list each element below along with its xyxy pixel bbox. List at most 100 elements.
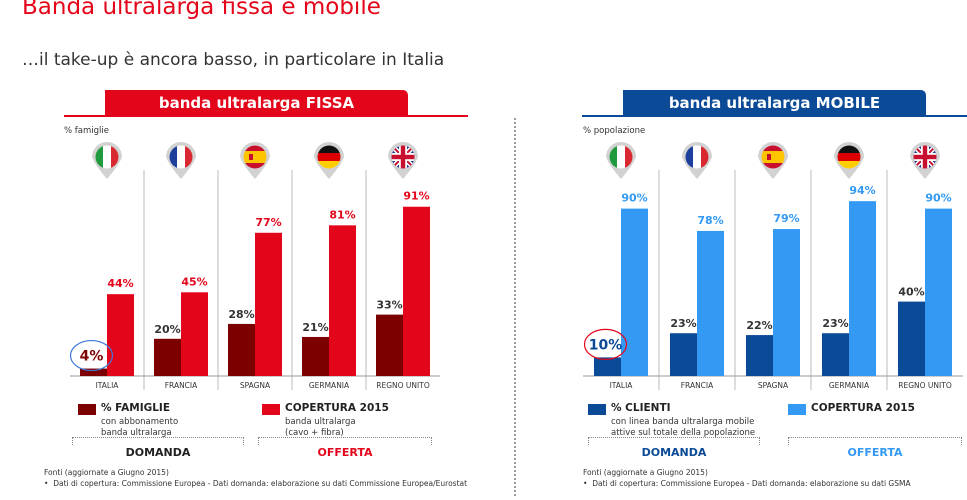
bar-fixed-supply-germania bbox=[329, 225, 356, 376]
flag-france-icon bbox=[682, 141, 712, 179]
data-label-fixed-demand-spagna: 28% bbox=[228, 308, 254, 321]
x-tick-label-mobile-italia: ITALIA bbox=[610, 381, 634, 390]
bar-fixed-demand-francia bbox=[154, 338, 181, 376]
bar-fixed-demand-spagna bbox=[228, 323, 255, 376]
data-label-fixed-demand-francia: 20% bbox=[154, 323, 180, 336]
data-label-fixed-demand-regno-unito: 33% bbox=[376, 299, 402, 312]
x-tick-label-mobile-francia: FRANCIA bbox=[681, 381, 714, 390]
legend-sub-clienti-2: attive sul totale della popolazione bbox=[611, 428, 756, 438]
bar-fixed-demand-regno-unito bbox=[376, 314, 403, 376]
legend-swatch-copertura-fixed bbox=[262, 404, 280, 415]
bar-fixed-supply-francia bbox=[181, 292, 208, 376]
legend-title-clienti: % CLIENTI bbox=[611, 402, 671, 414]
bar-mobile-demand-italia bbox=[594, 357, 621, 376]
x-tick-label-mobile-regno-unito: REGNO UNITO bbox=[898, 381, 952, 390]
legend-title-famiglie: % FAMIGLIE bbox=[101, 402, 171, 414]
source-title-fixed: Fonti (aggiornate a Giugno 2015) bbox=[44, 468, 169, 477]
data-label-mobile-demand-italia: 10% bbox=[589, 337, 623, 353]
bar-mobile-supply-regno-unito bbox=[925, 208, 952, 376]
bar-mobile-demand-francia bbox=[670, 333, 697, 376]
panel-header-underline-fixed bbox=[64, 115, 468, 117]
group-label-offerta-mobile: OFFERTA bbox=[847, 446, 903, 459]
data-label-fixed-supply-italia: 44% bbox=[107, 277, 133, 290]
panel-header-underline-mobile bbox=[582, 115, 967, 117]
legend-swatch-copertura-mobile bbox=[788, 404, 806, 415]
group-bracket-domanda-mobile bbox=[588, 437, 760, 445]
bar-mobile-supply-spagna bbox=[773, 229, 800, 376]
panel-divider bbox=[514, 118, 516, 496]
x-tick-label-fixed-spagna: SPAGNA bbox=[240, 381, 271, 390]
legend-sub-clienti-1: con linea banda ultralarga mobile bbox=[611, 417, 755, 427]
flag-spain-icon bbox=[240, 142, 270, 179]
group-label-domanda-mobile: DOMANDA bbox=[641, 446, 707, 459]
data-label-fixed-demand-germania: 21% bbox=[302, 321, 328, 334]
data-label-mobile-supply-spagna: 79% bbox=[773, 212, 799, 225]
flag-uk-icon bbox=[910, 142, 940, 179]
unit-label-fixed: % famiglie bbox=[64, 126, 109, 136]
bar-mobile-demand-spagna bbox=[746, 335, 773, 376]
data-label-mobile-demand-spagna: 22% bbox=[746, 319, 772, 332]
data-label-fixed-supply-spagna: 77% bbox=[255, 216, 281, 229]
panel-header-fixed: banda ultralarga FISSA bbox=[105, 90, 408, 116]
x-tick-label-fixed-germania: GERMANIA bbox=[309, 381, 350, 390]
x-tick-label-fixed-francia: FRANCIA bbox=[165, 381, 198, 390]
bar-mobile-supply-germania bbox=[849, 201, 876, 376]
bar-mobile-supply-francia bbox=[697, 230, 724, 376]
unit-label-mobile: % popolazione bbox=[583, 126, 646, 136]
x-tick-label-fixed-italia: ITALIA bbox=[96, 381, 120, 390]
x-tick-label-mobile-germania: GERMANIA bbox=[829, 381, 870, 390]
bar-fixed-supply-italia bbox=[107, 294, 134, 376]
legend-title-copertura-mobile: COPERTURA 2015 bbox=[811, 402, 915, 414]
bar-fixed-demand-italia bbox=[80, 368, 107, 376]
group-label-offerta-fixed: OFFERTA bbox=[317, 446, 373, 459]
data-label-fixed-demand-italia: 4% bbox=[80, 349, 104, 365]
data-label-mobile-supply-regno-unito: 90% bbox=[925, 192, 951, 205]
legend-sub-copertura-fixed-2: (cavo + fibra) bbox=[285, 428, 344, 438]
legend-swatch-famiglie bbox=[78, 404, 96, 415]
page-subtitle: …il take-up è ancora basso, in particola… bbox=[22, 50, 445, 70]
bar-mobile-demand-regno-unito bbox=[898, 301, 925, 376]
legend-sub-famiglie-1: con abbonamento bbox=[101, 417, 179, 427]
data-label-mobile-supply-italia: 90% bbox=[621, 192, 647, 205]
data-label-fixed-supply-regno-unito: 91% bbox=[403, 190, 429, 203]
highlight-circle-fixed bbox=[69, 339, 114, 372]
data-label-fixed-supply-germania: 81% bbox=[329, 208, 355, 221]
data-label-mobile-demand-regno-unito: 40% bbox=[898, 286, 924, 299]
legend-swatch-clienti bbox=[588, 404, 606, 415]
flag-france-icon bbox=[166, 142, 196, 179]
flag-spain-icon bbox=[758, 142, 788, 179]
data-label-fixed-supply-francia: 45% bbox=[181, 275, 207, 288]
group-bracket-offerta-mobile bbox=[788, 437, 962, 445]
x-tick-label-mobile-spagna: SPAGNA bbox=[758, 381, 789, 390]
source-text-fixed: Dati di copertura: Commissione Europea -… bbox=[53, 479, 468, 488]
legend-title-copertura-fixed: COPERTURA 2015 bbox=[285, 402, 389, 414]
bar-fixed-supply-regno-unito bbox=[403, 206, 430, 376]
data-label-mobile-demand-germania: 23% bbox=[822, 317, 848, 330]
highlight-circle-mobile bbox=[583, 328, 628, 360]
data-label-mobile-supply-germania: 94% bbox=[849, 184, 875, 197]
page-title: Banda ultralarga fissa e mobile bbox=[22, 0, 381, 20]
group-label-domanda-fixed: DOMANDA bbox=[125, 446, 191, 459]
flag-italy-icon bbox=[92, 142, 122, 179]
flag-germany-icon bbox=[314, 142, 344, 179]
source-text-mobile: Dati di copertura: Commissione Europea -… bbox=[592, 479, 911, 488]
data-label-mobile-supply-francia: 78% bbox=[697, 214, 723, 227]
flag-italy-icon bbox=[606, 142, 636, 179]
chart-mobile: 10% 90% ITALIA 23% 78% FRANCIA 22% 79% SPAGNA 23%… bbox=[583, 141, 963, 390]
group-bracket-domanda-fixed bbox=[72, 437, 244, 445]
bar-fixed-supply-spagna bbox=[255, 232, 282, 376]
flag-uk-icon bbox=[388, 142, 418, 179]
source-title-mobile: Fonti (aggiornate a Giugno 2015) bbox=[583, 468, 708, 477]
legend-sub-famiglie-2: banda ultralarga bbox=[101, 428, 172, 438]
panel-header-mobile: banda ultralarga MOBILE bbox=[623, 90, 926, 116]
source-line-fixed: • Dati di copertura: Commissione Europea… bbox=[44, 479, 468, 488]
chart-fixed: 4% 44% ITALIA 20% 45% FRANCIA 28% 77% SPAGNA 21% 8… bbox=[69, 142, 440, 390]
bar-fixed-demand-germania bbox=[302, 336, 329, 376]
source-line-mobile: • Dati di copertura: Commissione Europea… bbox=[583, 479, 911, 488]
bar-mobile-demand-germania bbox=[822, 333, 849, 376]
flag-germany-icon bbox=[834, 142, 864, 179]
data-label-mobile-demand-francia: 23% bbox=[670, 317, 696, 330]
legend-sub-copertura-fixed-1: banda ultralarga bbox=[285, 417, 356, 427]
group-bracket-offerta-fixed bbox=[258, 437, 432, 445]
x-tick-label-fixed-regno-unito: REGNO UNITO bbox=[376, 381, 430, 390]
